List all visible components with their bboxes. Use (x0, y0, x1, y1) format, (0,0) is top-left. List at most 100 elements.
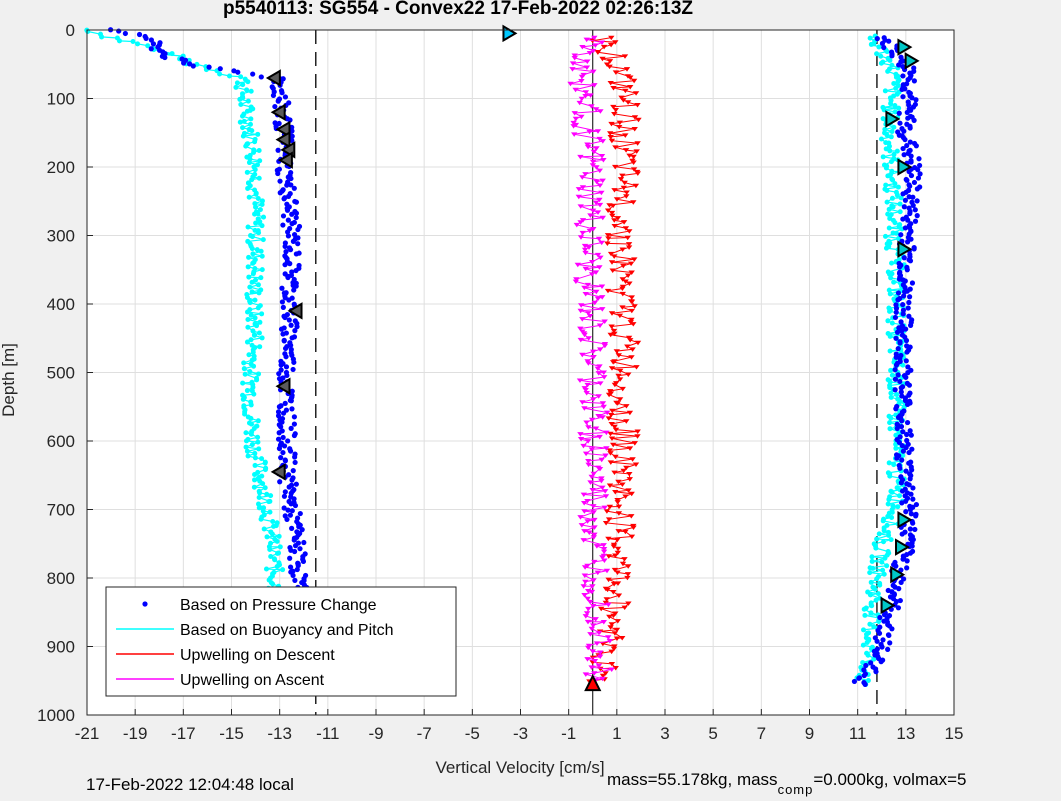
upwelling-ascent-point (606, 639, 614, 644)
pressure-point (906, 313, 912, 319)
upwelling-descent-point (608, 622, 615, 627)
pressure-point (282, 262, 288, 268)
buoyancy-point (237, 96, 243, 102)
upwelling-ascent-point (575, 187, 583, 192)
x-tick-label: -13 (267, 724, 292, 743)
pressure-point (914, 213, 920, 219)
pressure-point (906, 460, 912, 466)
upwelling-descent-point (627, 338, 634, 343)
pressure-point (909, 280, 916, 286)
buoyancy-point (892, 181, 898, 187)
buoyancy-point (252, 211, 258, 217)
pressure-point (905, 77, 911, 83)
upwelling-ascent-point (594, 570, 601, 576)
pressure-point (905, 217, 911, 223)
pressure-point (275, 147, 281, 153)
upwelling-ascent-point (582, 614, 589, 619)
buoyancy-point (878, 136, 884, 142)
upwelling-ascent-point (569, 67, 576, 72)
pressure-point (295, 226, 301, 233)
buoyancy-point (881, 527, 887, 533)
upwelling-descent-point (603, 509, 611, 514)
buoyancy-point (889, 514, 895, 520)
upwelling-ascent-point (579, 175, 586, 180)
upwelling-descent-point (617, 368, 624, 374)
pressure-point (284, 182, 290, 188)
buoyancy-point (880, 518, 886, 524)
y-tick-label: 0 (66, 21, 75, 40)
y-tick-label: 600 (47, 432, 75, 451)
upwelling-descent-point (621, 557, 628, 562)
pressure-point (289, 352, 295, 358)
upwelling-descent-point (611, 254, 618, 259)
buoyancy-point (277, 544, 283, 550)
buoyancy-point (256, 230, 262, 236)
upwelling-descent-point (615, 504, 623, 510)
buoyancy-point (881, 571, 887, 577)
buoyancy-point (264, 491, 270, 497)
pressure-point (275, 98, 281, 104)
pressure-point (912, 526, 918, 533)
upwelling-descent-point (616, 120, 623, 126)
descent-annotation-marker (270, 463, 286, 481)
pressure-point (909, 467, 915, 473)
upwelling-descent-point (608, 662, 616, 667)
buoyancy-point (242, 371, 248, 377)
upwelling-descent-point (611, 112, 618, 117)
pressure-point (277, 190, 283, 196)
upwelling-ascent-point (588, 417, 596, 423)
upwelling-descent-point (612, 553, 619, 558)
upwelling-descent-point (599, 56, 606, 62)
legend-box (105, 586, 457, 697)
upwelling-ascent-point (578, 74, 586, 80)
upwelling-descent-point (607, 389, 614, 394)
upwelling-ascent-point (572, 279, 580, 284)
pressure-point (901, 152, 907, 158)
buoyancy-point (261, 214, 267, 220)
pressure-point (136, 31, 143, 38)
upwelling-ascent-point (594, 210, 602, 215)
upwelling-ascent-point (582, 172, 589, 177)
x-tick-label: -21 (75, 724, 100, 743)
upwelling-descent-point (611, 631, 619, 636)
upwelling-descent-point (613, 349, 620, 354)
pressure-point (902, 136, 908, 143)
pressure-point (914, 186, 920, 192)
upwelling-descent-point (625, 601, 632, 606)
pressure-point (898, 579, 904, 586)
upwelling-descent-point (612, 108, 619, 113)
upwelling-ascent-point (605, 635, 612, 640)
descent-annotation-marker (275, 377, 291, 395)
pressure-point (895, 297, 901, 303)
mass-info-main: mass=55.178kg, mass (607, 770, 778, 789)
upwelling-descent-point (622, 494, 629, 499)
upwelling-ascent-point (578, 96, 585, 102)
pressure-point (285, 274, 291, 281)
pressure-point (291, 359, 297, 365)
y-tick-label: 700 (47, 501, 75, 520)
pressure-point (905, 115, 911, 121)
y-axis-label: Depth [m] (0, 343, 18, 417)
upwelling-ascent-point (600, 370, 607, 375)
buoyancy-point (145, 43, 151, 49)
buoyancy-point (169, 51, 175, 57)
buoyancy-point (892, 109, 898, 115)
x-tick-label: -5 (465, 724, 480, 743)
y-tick-label: 400 (47, 295, 75, 314)
upwelling-ascent-point (578, 523, 585, 528)
upwelling-ascent-point (595, 394, 602, 399)
buoyancy-point (887, 291, 893, 297)
pressure-point (281, 493, 288, 499)
upwelling-descent-point (630, 525, 637, 530)
upwelling-ascent-point (593, 179, 600, 185)
pressure-point (907, 526, 913, 532)
pressure-point (899, 457, 905, 463)
buoyancy-point (258, 516, 264, 522)
upwelling-descent-point (607, 42, 615, 48)
pressure-point (903, 468, 909, 474)
upwelling-ascent-point (583, 37, 590, 43)
pressure-point (289, 388, 295, 394)
upwelling-ascent-point (594, 129, 602, 134)
pressure-point (906, 449, 912, 456)
pressure-point (903, 358, 909, 364)
